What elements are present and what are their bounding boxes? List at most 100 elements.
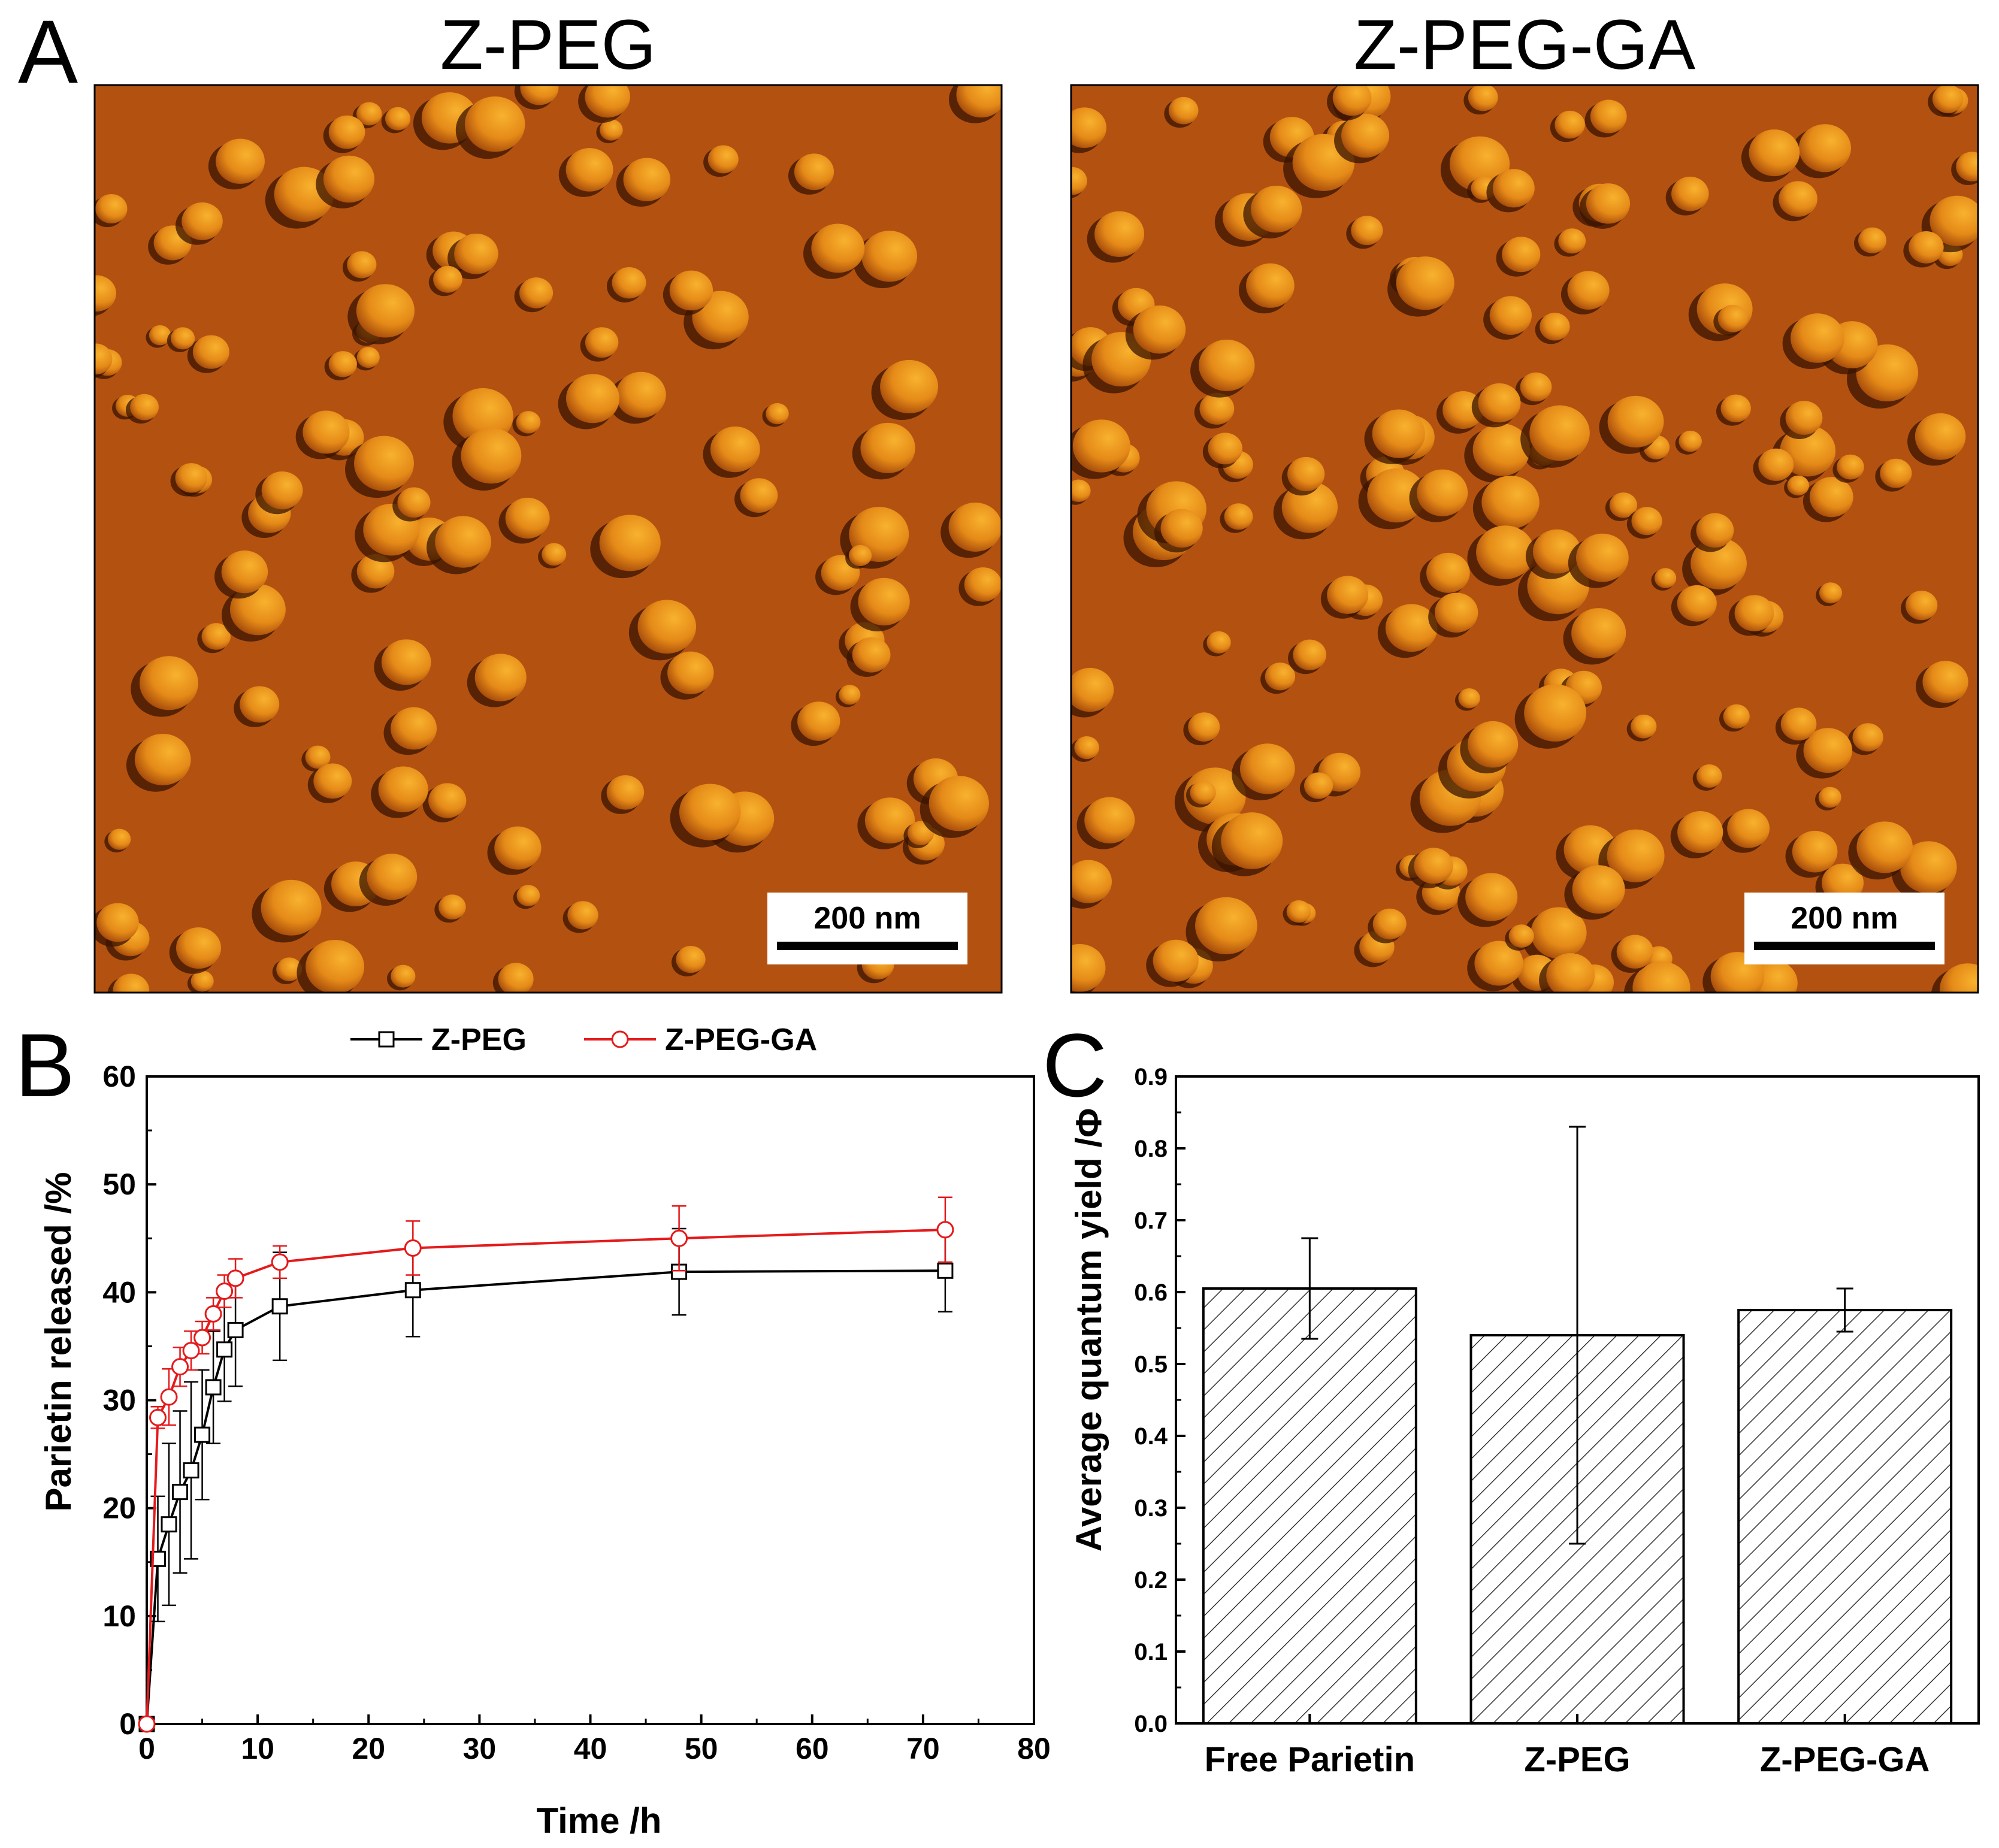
panel-letter-b: B bbox=[15, 1015, 75, 1115]
particle bbox=[861, 231, 917, 282]
particle bbox=[1372, 409, 1425, 458]
particle bbox=[1286, 900, 1311, 923]
particle bbox=[1221, 812, 1283, 869]
series-z-peg bbox=[138, 1227, 954, 1732]
particle bbox=[1472, 423, 1531, 476]
afm-image-z-peg bbox=[93, 84, 1003, 994]
particle bbox=[1932, 85, 1964, 113]
particle bbox=[139, 656, 198, 710]
particle bbox=[1208, 432, 1242, 465]
scale-bar-z-peg: 200 nm bbox=[767, 893, 967, 964]
particle bbox=[461, 428, 522, 484]
series-line bbox=[146, 1228, 945, 1725]
particle bbox=[1607, 829, 1665, 882]
particle bbox=[1818, 787, 1841, 808]
particle bbox=[176, 927, 221, 969]
particle bbox=[175, 463, 208, 493]
particle bbox=[1555, 110, 1585, 139]
particle bbox=[1094, 211, 1145, 257]
bar-z-peg: Z-PEG bbox=[1469, 1126, 1685, 1779]
particle bbox=[1819, 582, 1843, 604]
y-tick-label: 0.4 bbox=[1134, 1423, 1168, 1450]
particle bbox=[1727, 809, 1770, 848]
particle bbox=[1956, 152, 1978, 182]
x-tick-label: 20 bbox=[352, 1732, 385, 1765]
particle bbox=[1468, 85, 1498, 111]
x-tick-label: 10 bbox=[241, 1732, 274, 1765]
data-point bbox=[193, 1329, 211, 1347]
panel-letter-c: C bbox=[1042, 1015, 1107, 1115]
data-point bbox=[404, 1239, 422, 1257]
particle bbox=[428, 783, 467, 818]
particle bbox=[1749, 129, 1800, 177]
particle bbox=[1529, 405, 1590, 461]
particle bbox=[1785, 401, 1823, 435]
particle bbox=[542, 543, 567, 566]
particle bbox=[381, 639, 431, 685]
particle bbox=[1072, 419, 1130, 473]
particle bbox=[1631, 507, 1662, 536]
particle bbox=[1696, 764, 1722, 788]
particle bbox=[848, 545, 872, 567]
x-tick-label: 40 bbox=[574, 1732, 607, 1765]
particle bbox=[1476, 525, 1535, 579]
particle bbox=[1508, 924, 1534, 948]
particle bbox=[474, 654, 527, 701]
particle bbox=[95, 343, 113, 375]
bar-z-peg-ga: Z-PEG-GA bbox=[1737, 1287, 1953, 1779]
y-tick-label: 0.1 bbox=[1134, 1639, 1168, 1665]
particle bbox=[1616, 934, 1653, 969]
y-tick-label: 0.5 bbox=[1134, 1351, 1168, 1378]
particle bbox=[612, 267, 646, 299]
x-axis-label: Time /h bbox=[537, 1801, 662, 1841]
particle bbox=[95, 275, 116, 312]
particle bbox=[276, 957, 303, 982]
particle bbox=[192, 335, 229, 369]
particle bbox=[1609, 492, 1637, 518]
y-tick-label: 40 bbox=[102, 1275, 136, 1309]
particle bbox=[1084, 797, 1135, 843]
data-point bbox=[216, 1283, 234, 1300]
particle bbox=[1071, 667, 1114, 712]
particle bbox=[498, 963, 534, 993]
particle bbox=[1246, 263, 1295, 308]
x-tick-label: 0 bbox=[138, 1732, 155, 1765]
particle bbox=[1531, 907, 1587, 959]
particle bbox=[1481, 476, 1540, 529]
scale-bar-label: 200 nm bbox=[1791, 901, 1898, 936]
afm-title-z-peg-ga: Z-PEG-GA bbox=[1354, 5, 1696, 84]
particle bbox=[1590, 99, 1627, 134]
particle bbox=[599, 515, 661, 571]
particle bbox=[669, 270, 713, 311]
particle bbox=[1341, 113, 1390, 158]
particle bbox=[356, 554, 395, 589]
particle bbox=[667, 651, 714, 694]
particle bbox=[1195, 897, 1257, 955]
particle bbox=[1905, 591, 1938, 621]
particle bbox=[435, 516, 491, 568]
particle bbox=[797, 701, 840, 741]
particle bbox=[347, 251, 377, 279]
particle bbox=[134, 733, 191, 786]
bar-free-parietin: Free Parietin bbox=[1202, 1237, 1417, 1779]
particle bbox=[1654, 568, 1677, 588]
particle bbox=[356, 284, 415, 338]
particle bbox=[1586, 183, 1631, 224]
particle bbox=[1190, 781, 1216, 805]
particle bbox=[1071, 167, 1087, 195]
y-tick-label: 60 bbox=[102, 1060, 136, 1093]
particle bbox=[852, 637, 891, 673]
particle bbox=[1809, 477, 1853, 518]
particle bbox=[354, 435, 414, 491]
data-point bbox=[404, 1282, 421, 1299]
particle bbox=[1327, 576, 1369, 614]
particle bbox=[1224, 503, 1253, 530]
particle bbox=[858, 577, 910, 626]
particle bbox=[929, 776, 989, 831]
particle bbox=[303, 410, 350, 454]
particle bbox=[505, 497, 550, 539]
particle bbox=[1791, 313, 1844, 363]
particle bbox=[130, 394, 159, 421]
particle bbox=[1492, 169, 1535, 208]
